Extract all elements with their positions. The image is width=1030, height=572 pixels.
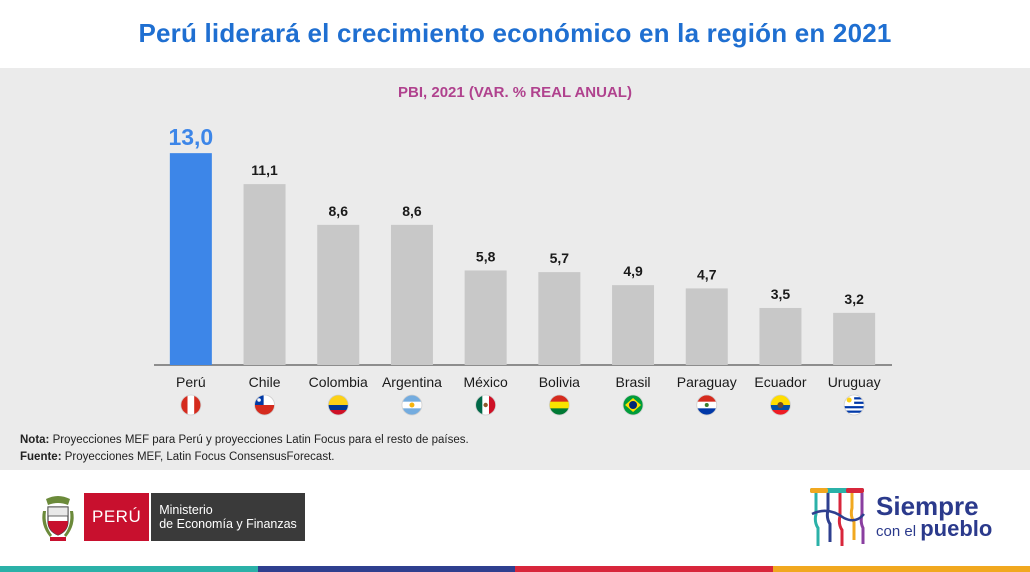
bar [759,307,802,365]
x-tick-label: Brasil [616,374,651,390]
bar [243,184,286,365]
chart-title: PBI, 2021 (VAR. % REAL ANUAL) [398,84,632,101]
chart-notes: Nota: Proyecciones MEF para Perú y proye… [20,432,469,466]
paraguay-flag-icon [696,394,718,416]
bar [317,224,360,365]
x-tick-label: Perú [176,374,206,390]
x-tick-label: Argentina [382,374,442,390]
mef-logo[interactable]: PERÚ Ministerio de Economía y Finanzas [40,491,305,543]
slogan-pueblo: pueblo [920,515,993,541]
stripe-segment [515,566,773,572]
stripe-segment [772,566,1030,572]
argentina-flag-icon [401,394,423,416]
bar [685,288,728,365]
slogan-sub: con el pueblo [876,515,993,542]
data-label: 13,0 [168,124,213,150]
ministry-name: Ministerio de Economía y Finanzas [149,493,305,541]
siempre-logo-mark-icon [810,488,865,546]
mexico-flag-icon [475,394,497,416]
peru-flag-icon [180,394,202,416]
stripe-segment [257,566,515,572]
footer: PERÚ Ministerio de Economía y Finanzas S… [0,470,1030,572]
coat-of-arms-icon [42,496,74,541]
data-label: 8,6 [329,203,349,219]
data-label: 3,5 [771,286,791,302]
bar [833,312,876,365]
data-label: 11,1 [251,162,278,178]
bar [169,153,212,365]
note-line: Nota: Proyecciones MEF para Perú y proye… [20,432,469,449]
data-label: 4,9 [623,263,643,279]
chart-panel: PBI, 2021 (VAR. % REAL ANUAL) 13,0 Perú 11… [0,68,1030,470]
uruguay-flag-icon [843,394,865,416]
bolivia-flag-icon [548,394,570,416]
ministry-line-2: de Economía y Finanzas [159,517,297,531]
slogan-con-el: con el [876,522,917,540]
x-tick-label: Chile [249,374,281,390]
data-label: 4,7 [697,266,717,282]
source-text: Proyecciones MEF, Latin Focus ConsensusF… [61,451,335,463]
siempre-con-el-pueblo-logo[interactable]: Siempre con el pueblo [808,484,992,550]
x-tick-label: Colombia [309,374,368,390]
stripe-segment [0,566,258,572]
source-label: Fuente: [20,451,62,463]
page-title: Perú liderará el crecimiento económico e… [138,18,892,48]
colombia-flag-icon [327,394,349,416]
brazil-flag-icon [622,394,644,416]
note-label: Nota: [20,434,50,446]
ministry-line-1: Ministerio [159,503,213,517]
note-text: Proyecciones MEF para Perú y proyeccione… [49,434,469,446]
data-label: 3,2 [844,291,864,307]
x-tick-label: Bolivia [539,374,580,390]
bar [612,285,655,365]
x-tick-label: Paraguay [677,374,737,390]
bar [464,270,507,365]
bar [390,224,433,365]
chile-flag-icon [254,394,275,416]
x-tick-label: Uruguay [828,374,881,390]
peru-label: PERÚ [84,493,150,541]
slogan-main: Siempre [876,490,979,521]
bar-chart: 13,0 Perú 11,1 Chile 8,6 Colombia 8,6 Argentina… [154,124,892,416]
x-tick-label: Ecuador [754,374,806,390]
data-label: 5,7 [550,250,570,266]
footer-stripe [0,566,1030,572]
data-label: 8,6 [402,203,422,219]
ecuador-flag-icon [770,394,791,416]
bar [538,272,581,365]
source-line: Fuente: Proyecciones MEF, Latin Focus Co… [20,449,469,466]
siempre-text: Siempre con el pueblo [876,493,992,542]
data-label: 5,8 [476,248,496,264]
x-tick-label: México [463,374,508,390]
